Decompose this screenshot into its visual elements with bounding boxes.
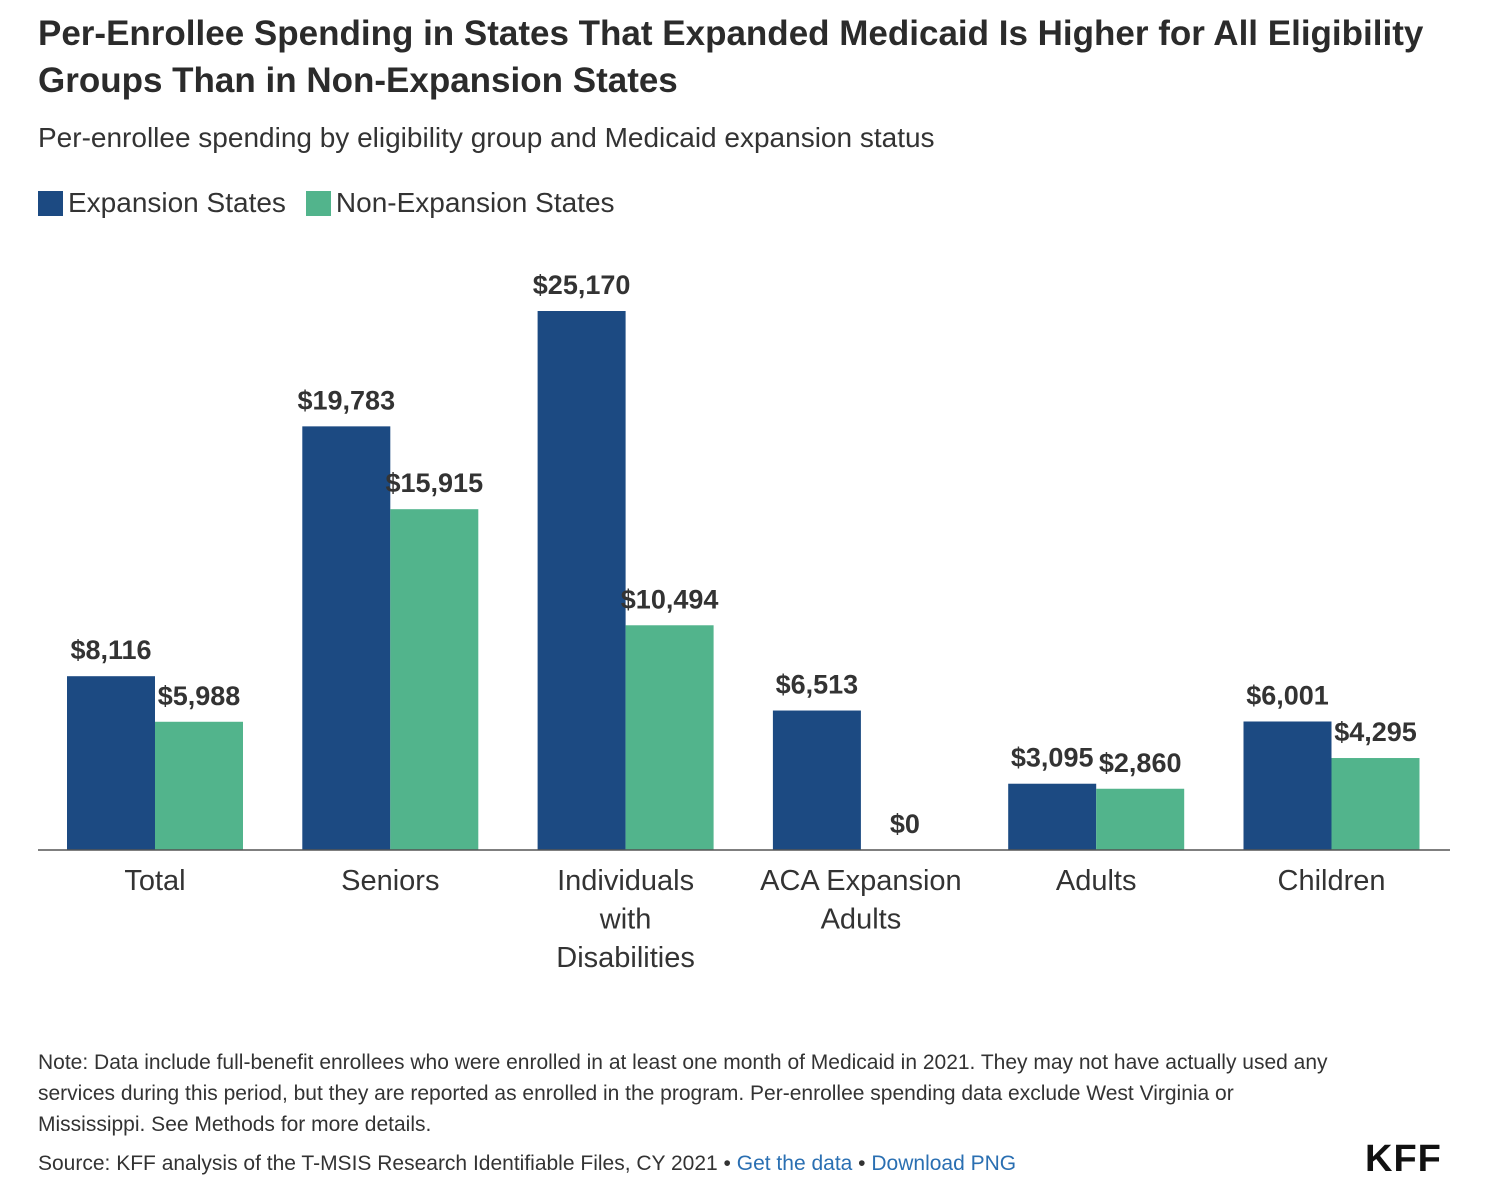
- legend-item-non-expansion: Non-Expansion States: [305, 183, 615, 223]
- legend-label-non-expansion: Non-Expansion States: [335, 187, 615, 218]
- data-label: $0: [890, 809, 920, 839]
- chart-subtitle: Per-enrollee spending by eligibility gro…: [38, 122, 935, 153]
- source-text: Source: KFF analysis of the T-MSIS Resea…: [38, 1152, 718, 1175]
- chart-title: Per-Enrollee Spending in States That Exp…: [38, 14, 1424, 100]
- bar-non-expansion-0: [155, 721, 243, 850]
- data-label: $19,783: [297, 385, 395, 415]
- x-tick-label: Total: [124, 865, 185, 897]
- bar-expansion-0: [67, 676, 155, 850]
- legend-item-expansion: Expansion States: [38, 183, 286, 223]
- x-tick-label: Adults: [821, 904, 902, 936]
- kff-logo: KFF: [1365, 1138, 1442, 1180]
- bar-expansion-5: [1243, 721, 1332, 850]
- bar-non-expansion-5: [1331, 758, 1420, 850]
- x-tick-label: Individuals: [557, 865, 694, 897]
- get-data-link[interactable]: Get the data: [736, 1152, 853, 1175]
- data-label: $6,001: [1246, 680, 1329, 710]
- bar-expansion-2: [537, 311, 626, 850]
- legend-swatch-expansion: [38, 190, 63, 216]
- bar-chart: $8,116$5,988 Total $19,783 $15,915 Seniors $2…: [38, 270, 1450, 974]
- legend-label-expansion: Expansion States: [68, 187, 286, 218]
- chart-note: Note: Data include full-benefit enrollee…: [38, 1051, 1328, 1136]
- legend: Expansion States Non-Expansion States: [38, 183, 635, 223]
- data-label: $4,295: [1334, 717, 1417, 747]
- data-label: $6,513: [776, 670, 859, 700]
- x-tick-label: Seniors: [341, 865, 439, 897]
- data-label: $15,915: [385, 468, 483, 498]
- x-tick-label: Children: [1278, 865, 1386, 897]
- x-tick-label: Disabilities: [556, 942, 695, 974]
- data-label: $8,116: [70, 635, 151, 665]
- bar-non-expansion-1: [390, 509, 479, 850]
- data-label: $25,170: [533, 270, 631, 300]
- x-tick-label: ACA Expansion: [760, 865, 962, 897]
- separator: •: [852, 1152, 872, 1175]
- source-line: Source: KFF analysis of the T-MSIS Resea…: [38, 1148, 1016, 1179]
- data-label: $5,988: [158, 681, 241, 711]
- separator: •: [717, 1152, 737, 1175]
- bar-expansion-1: [302, 426, 391, 850]
- data-label: $10,494: [621, 584, 719, 614]
- x-tick-label: Adults: [1056, 865, 1137, 897]
- x-tick-label: with: [599, 904, 652, 936]
- bar-non-expansion-4: [1096, 788, 1185, 850]
- legend-swatch-non-expansion: [305, 190, 331, 216]
- bar-non-expansion-2: [625, 625, 714, 850]
- bar-expansion-3: [772, 710, 861, 850]
- download-png-link[interactable]: Download PNG: [871, 1152, 1017, 1175]
- data-label: $2,860: [1099, 748, 1182, 778]
- data-label: $3,095: [1011, 743, 1094, 773]
- bar-expansion-4: [1008, 783, 1097, 850]
